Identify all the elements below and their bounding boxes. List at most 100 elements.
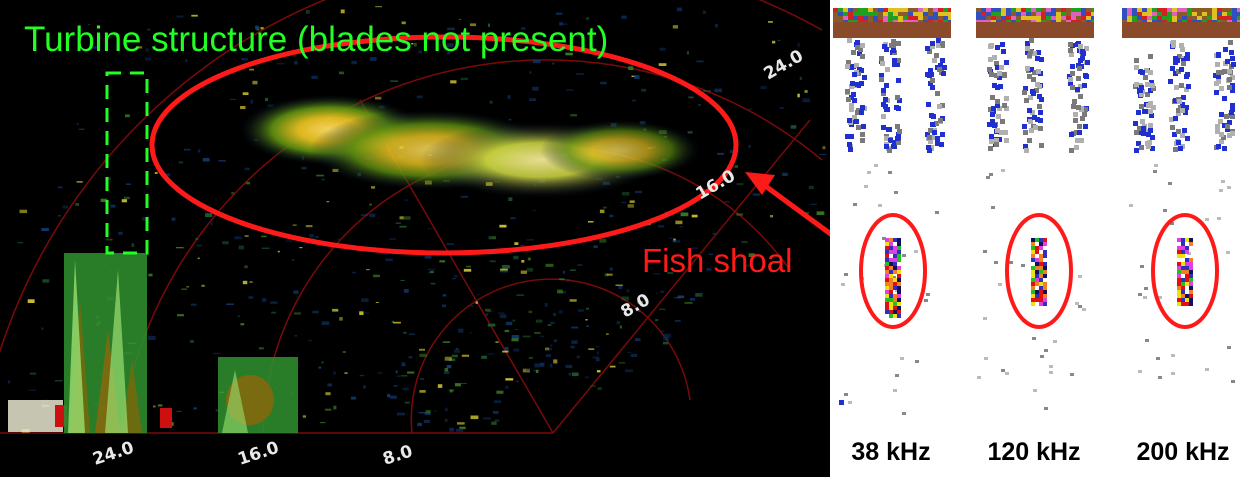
echo-scatter xyxy=(1148,109,1153,114)
sonar-speckle xyxy=(458,328,464,333)
echo-noise xyxy=(1221,180,1225,183)
echo-surface-band xyxy=(943,16,948,20)
sonar-speckle xyxy=(489,100,493,104)
sonar-speckle xyxy=(442,304,446,308)
shoal-ellipse xyxy=(149,34,739,256)
echo-scatter xyxy=(889,43,894,48)
echo-scatter xyxy=(988,146,993,151)
echo-scatter xyxy=(861,124,866,129)
sonar-speckle xyxy=(318,366,322,369)
fish-school-echo xyxy=(1185,246,1189,250)
fish-school-echo xyxy=(1031,250,1035,254)
fish-school-echo xyxy=(893,298,897,302)
echo-surface-band xyxy=(1227,12,1232,16)
sonar-speckle xyxy=(566,89,574,91)
fish-school-echo xyxy=(893,246,897,250)
sonar-speckle xyxy=(799,76,802,80)
echo-noise xyxy=(935,211,939,214)
sonar-speckle xyxy=(125,183,132,185)
echo-scatter xyxy=(1229,110,1234,115)
fish-school-echo xyxy=(1031,270,1035,274)
echo-scatter xyxy=(1079,107,1084,112)
sonar-speckle xyxy=(585,17,590,20)
echo-scatter xyxy=(1181,95,1186,100)
echo-scatter xyxy=(1231,62,1236,67)
sonar-speckle xyxy=(808,185,814,190)
echo-surface-band xyxy=(1232,8,1237,12)
echo-scatter xyxy=(845,64,850,69)
sonar-speckle xyxy=(245,181,251,185)
sonar-speckle xyxy=(816,211,825,215)
fish-school-echo xyxy=(1043,290,1047,294)
sonar-speckle xyxy=(401,21,406,25)
echo-surface-band xyxy=(868,8,873,12)
echo-scatter xyxy=(849,84,854,89)
sonar-speckle xyxy=(632,99,637,102)
echo-scatter xyxy=(1229,50,1234,55)
echo-scatter xyxy=(1034,88,1039,93)
echo-scatter xyxy=(855,45,860,50)
echo-surface-band xyxy=(1157,8,1162,12)
echo-scatter xyxy=(1169,117,1174,122)
sonar-speckle xyxy=(628,66,634,71)
echo-scatter xyxy=(897,98,902,103)
echo-scatter xyxy=(1038,118,1043,123)
echo-scatter xyxy=(1032,51,1037,56)
fish-school-echo xyxy=(889,302,893,306)
sonar-speckle xyxy=(315,236,319,238)
echo-scatter xyxy=(1177,99,1182,104)
sonar-speckle xyxy=(325,392,331,396)
sonar-speckle xyxy=(626,289,630,293)
echo-noise xyxy=(888,171,892,174)
sonar-speckle xyxy=(351,60,357,65)
echo-surface-band xyxy=(873,12,878,16)
sonar-speckle xyxy=(361,298,369,303)
echo-scatter xyxy=(1219,86,1224,91)
fish-school-echo xyxy=(1177,278,1181,282)
fish-school-echo xyxy=(1181,302,1185,306)
echo-surface-band xyxy=(843,12,848,16)
sonar-speckle xyxy=(552,62,555,65)
echo-surface-band xyxy=(923,12,928,16)
sonar-speckle xyxy=(41,228,49,231)
fish-school-echo xyxy=(897,270,901,274)
echo-scatter xyxy=(1173,147,1178,152)
fish-school-echo xyxy=(1181,238,1185,242)
sonar-speckle xyxy=(387,393,391,398)
sonar-speckle xyxy=(121,199,127,203)
sonar-speckle xyxy=(451,278,457,280)
fish-school-echo xyxy=(1181,298,1185,302)
echo-surface-band xyxy=(1227,16,1232,20)
echo-scatter xyxy=(895,124,900,129)
sonar-speckle xyxy=(308,339,312,342)
echo-scatter xyxy=(1069,132,1074,137)
sonar-speckle xyxy=(459,382,467,384)
sonar-speckle xyxy=(321,321,330,325)
sonar-speckle xyxy=(403,289,409,293)
echo-scatter xyxy=(1216,144,1221,149)
echo-scatter xyxy=(849,107,854,112)
fish-school-echo xyxy=(1181,246,1185,250)
echo-scatter xyxy=(997,106,1002,111)
fish-school-echo xyxy=(889,282,893,286)
sonar-speckle xyxy=(659,308,666,310)
sonar-speckle xyxy=(609,214,614,218)
echo-scatter xyxy=(1151,86,1156,91)
echo-surface-band xyxy=(1011,8,1016,12)
echo-scatter xyxy=(932,58,937,63)
fish-school-echo xyxy=(1177,254,1181,258)
echo-noise xyxy=(878,204,882,207)
echo-scatter xyxy=(879,73,884,78)
echo-surface-band xyxy=(913,12,918,16)
echo-scatter xyxy=(881,114,886,119)
fish-school-echo xyxy=(1043,282,1047,286)
sonar-speckle xyxy=(553,339,558,342)
echo-surface-band xyxy=(1006,12,1011,16)
echo-scatter xyxy=(1002,72,1007,77)
fish-school-echo xyxy=(897,266,901,270)
echo-surface-band xyxy=(1031,8,1036,12)
sonar-speckle xyxy=(526,239,535,241)
fish-school-echo xyxy=(889,258,893,262)
echo-surface-band xyxy=(893,8,898,12)
sonar-speckle xyxy=(359,311,364,315)
